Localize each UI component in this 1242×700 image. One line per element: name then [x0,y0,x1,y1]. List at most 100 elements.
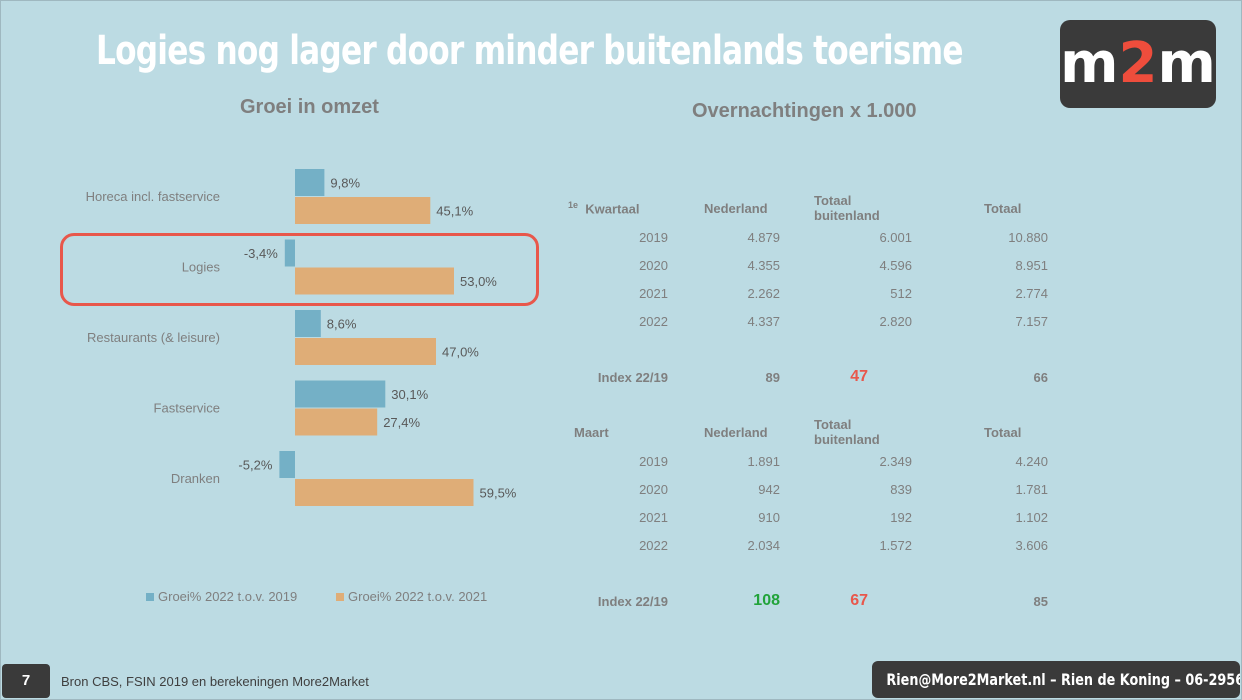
table-row: 2020 4.355 4.596 8.951 [568,251,1048,279]
table-row: 2020 942 839 1.781 [568,475,1048,503]
table-march: Maart Nederland Totaal buitenland Totaal… [568,417,1048,615]
data-label: -3,4% [244,246,278,261]
index-nl-value: 108 [753,592,780,609]
table-cell-year: 2022 [639,313,668,329]
index-tot: 85 [1033,593,1048,609]
table-heading: Overnachtingen x 1.000 [692,100,917,122]
table-cell-bl: 192 [890,509,912,525]
data-label: 8,6% [327,317,357,332]
table-q1: 1e Kwartaal Nederland Totaal buitenland … [568,193,1048,391]
table-q1-header: 1e Kwartaal Nederland Totaal buitenland … [568,193,1048,223]
table-cell-year: 2022 [639,537,668,553]
table-q1-period-sup: 1e [568,199,579,210]
data-label: 27,4% [383,415,420,430]
data-label: 59,5% [480,486,517,501]
logo-digit: 2 [1118,31,1158,96]
logies-highlight-box [60,233,539,306]
table-cell-year: 2021 [639,509,668,525]
table-cell-bl: 4.596 [879,257,912,273]
legend-swatch-series1 [146,592,154,601]
slide-title: Logies nog lager door minder buitenlands… [96,28,964,74]
index-label: Index 22/19 [597,369,668,385]
table-march-header-bl: Totaal buitenland [814,417,880,447]
table-cell-tot: 7.157 [1015,313,1048,329]
logo-letter-left: m [1060,31,1119,96]
category-label: Dranken [171,471,220,486]
table-row: 2022 4.337 2.820 7.157 [568,307,1048,335]
data-label: 30,1% [391,387,428,402]
table-cell-tot: 1.781 [1015,481,1048,497]
legend-label-series2: Groei% 2022 t.o.v. 2021 [348,589,488,604]
table-cell-nl: 2.262 [747,285,780,301]
category-label: Logies [182,260,221,275]
m2m-logo: m2m [1060,20,1216,108]
table-cell-nl: 4.337 [747,313,780,329]
table-march-header: Maart Nederland Totaal buitenland Totaal [568,417,1048,447]
growth-bar-chart: Horeca incl. fastservice 9,8% 45,1% Logies -… [86,169,517,506]
table-march-period: Maart [574,424,609,440]
table-cell-bl: 2.820 [879,313,912,329]
bar-series2 [295,267,454,295]
bar-series2 [295,338,436,365]
category-label: Restaurants (& leisure) [87,330,220,345]
index-nl: 89 [765,369,780,385]
legend-item-series1: Groei% 2022 t.o.v. 2019 [146,589,297,604]
data-label: 45,1% [436,204,473,219]
table-cell-nl: 1.891 [747,453,780,469]
legend-label-series1: Groei% 2022 t.o.v. 2019 [158,589,298,604]
bar-series1 [284,239,295,267]
data-label: 9,8% [330,176,360,191]
source-note: Bron CBS, FSIN 2019 en berekeningen More… [61,674,369,689]
table-cell-year: 2020 [639,257,668,273]
table-cell-bl: 512 [890,285,912,301]
table-cell-year: 2021 [639,285,668,301]
index-bl-value: 47 [850,368,868,385]
table-cell-tot: 10.880 [1008,229,1048,245]
bar-series2 [295,408,378,436]
bar-series2 [295,479,474,506]
bar-series1 [295,310,321,337]
table-cell-tot: 2.774 [1015,285,1048,301]
table-q1-index-row: Index 22/19 89 47 66 [568,363,1048,391]
table-row: 2022 2.034 1.572 3.606 [568,531,1048,559]
page-number: 7 [2,664,50,698]
bar-series1 [295,380,386,408]
table-cell-year: 2019 [639,229,668,245]
table-cell-tot: 3.606 [1015,537,1048,553]
index-bl-value: 67 [850,592,868,609]
table-cell-tot: 4.240 [1015,453,1048,469]
table-q1-period: 1e Kwartaal [568,193,668,223]
legend-swatch-series2 [336,592,344,601]
table-cell-year: 2019 [639,453,668,469]
table-cell-nl: 4.355 [747,257,780,273]
index-nl: 108 [668,587,780,615]
table-q1-header-nl: Nederland [704,200,768,216]
table-cell-nl: 942 [758,481,780,497]
table-row: 2019 1.891 2.349 4.240 [568,447,1048,475]
contact-text: Rien@More2Market.nl – Rien de Koning – 0… [886,670,1240,689]
logo-letter-right: m [1157,31,1216,96]
data-label: -5,2% [238,458,272,473]
table-row: 2021 2.262 512 2.774 [568,279,1048,307]
table-march-index-row: Index 22/19 108 67 85 [568,587,1048,615]
chart-heading: Groei in omzet [240,96,379,118]
data-label: 47,0% [442,345,479,360]
table-cell-nl: 910 [758,509,780,525]
table-cell-bl: 2.349 [879,453,912,469]
index-label: Index 22/19 [597,593,668,609]
index-bl: 67 [780,587,912,615]
table-cell-tot: 1.102 [1015,509,1048,525]
table-row: 2021 910 192 1.102 [568,503,1048,531]
table-cell-tot: 8.951 [1015,257,1048,273]
table-cell-bl: 6.001 [879,229,912,245]
table-march-header-nl: Nederland [704,424,768,440]
legend-item-series2: Groei% 2022 t.o.v. 2021 [336,589,487,604]
table-cell-year: 2020 [639,481,668,497]
table-q1-header-tot: Totaal [984,200,1022,216]
category-label: Fastservice [154,401,220,416]
table-cell-nl: 2.034 [747,537,780,553]
table-q1-header-bl: Totaal buitenland [814,193,880,223]
table-cell-bl: 1.572 [879,537,912,553]
bar-series1 [279,451,295,478]
index-bl: 47 [780,363,912,391]
